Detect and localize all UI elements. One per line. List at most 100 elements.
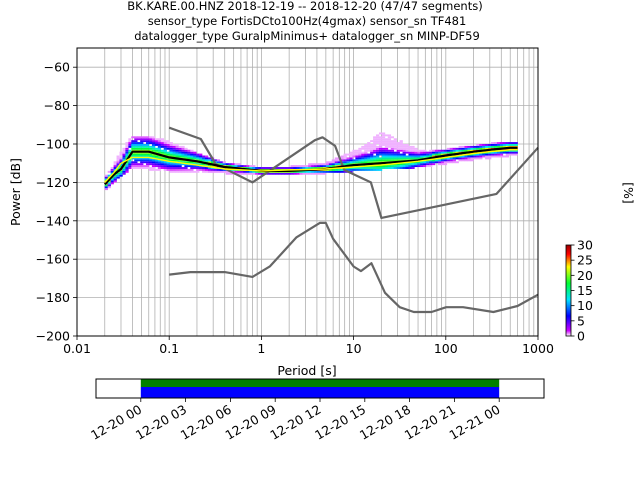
heatmap-cell [128,142,132,144]
heatmap-cell [187,149,191,152]
heatmap-cell [493,142,498,144]
heatmap-cell [148,167,153,169]
heatmap-cell [199,159,203,162]
heatmap-cell [387,136,392,139]
heatmap-cell [411,153,415,156]
heatmap-cell [361,147,365,150]
heatmap-cell [376,159,380,162]
heatmap-cell [157,165,162,168]
heatmap-cell [193,151,197,154]
heatmap-cell [479,157,483,160]
heatmap-cell [373,161,377,164]
heatmap-cell [364,145,368,148]
heatmap-cell [411,167,415,169]
heatmap-cell [378,165,383,168]
heatmap-cell [393,159,397,162]
heatmap-cell [482,155,486,158]
heatmap-cell [470,149,474,152]
heatmap-cell [166,168,170,171]
heatmap-cell [390,155,395,158]
heatmap-cell [131,155,135,158]
heatmap-cell [137,145,141,148]
heatmap-cell [376,157,380,160]
colorbar-label: [%] [621,182,636,204]
heatmap-cell [402,165,406,168]
heatmap-cell [228,163,232,166]
heatmap-cell [148,155,153,158]
heatmap-cell [514,153,518,156]
coverage-bar-bottom [140,387,500,398]
heatmap-cell [131,167,135,169]
heatmap-cell [151,142,156,144]
heatmap-cell [367,147,371,150]
heatmap-cell [134,140,138,143]
heatmap-cell [169,149,173,152]
heatmap-cell [390,165,395,168]
heatmap-cell [163,145,167,148]
heatmap-cell [163,140,167,143]
heatmap-cell [302,167,306,169]
heatmap-cell [314,172,318,175]
heatmap-cell [219,163,223,166]
heatmap-cell [166,159,170,162]
heatmap-cell [199,155,203,158]
title-line-3: datalogger_type GuralpMinimus+ datalogge… [134,29,480,43]
heatmap-cell [193,153,197,156]
heatmap-cell [125,163,129,166]
heatmap-cell [325,170,330,173]
heatmap-cell [414,153,418,156]
heatmap-cell [172,153,176,156]
heatmap-cell [355,157,359,160]
x-axis: 0.01 0.1 1 10 100 1000 [63,336,554,356]
heatmap-cell [361,161,365,164]
heatmap-cell [116,159,120,162]
heatmap-cell [190,165,194,168]
heatmap-cell [113,178,117,181]
heatmap-cell [470,159,474,162]
heatmap-cell [163,151,167,154]
heatmap-cell [358,159,362,162]
heatmap-cell [116,157,120,160]
heatmap-cell [384,149,389,152]
heatmap-cell [255,167,259,169]
heatmap-cell [452,151,456,154]
heatmap-cell [169,147,173,150]
heatmap-cell [166,153,170,156]
heatmap-cell [107,180,111,183]
heatmap-cell [202,157,206,160]
heatmap-cell [228,165,232,168]
heatmap-cell [473,145,477,148]
heatmap-cell [199,157,203,160]
heatmap-cell [381,134,386,137]
heatmap-cell [355,155,359,158]
heatmap-cell [452,157,456,160]
heatmap-cell [148,161,153,164]
heatmap-cell [160,161,165,164]
heatmap-cell [199,153,203,156]
heatmap-cell [429,153,433,156]
heatmap-cell [110,178,114,181]
heatmap-cell [140,147,144,150]
heatmap-cell [491,153,495,156]
heatmap-cell [134,153,138,156]
heatmap-cell [502,155,507,158]
heatmap-cell [479,147,483,150]
heatmap-cell [131,142,135,144]
heatmap-cell [384,151,389,154]
heatmap-cell [384,144,389,146]
heatmap-cell [384,145,389,148]
heatmap-cell [376,140,380,143]
heatmap-cell [384,138,389,141]
heatmap-cell [355,153,359,156]
heatmap-cell [417,157,421,160]
heatmap-cell [166,147,170,150]
heatmap-cell [461,159,465,162]
heatmap-cell [196,168,200,171]
heatmap-cell [384,165,389,168]
heatmap-cell [157,161,162,164]
heatmap-cell [163,163,167,166]
heatmap-cell [499,142,504,144]
heatmap-cell [178,159,182,162]
heatmap-cell [485,147,489,150]
